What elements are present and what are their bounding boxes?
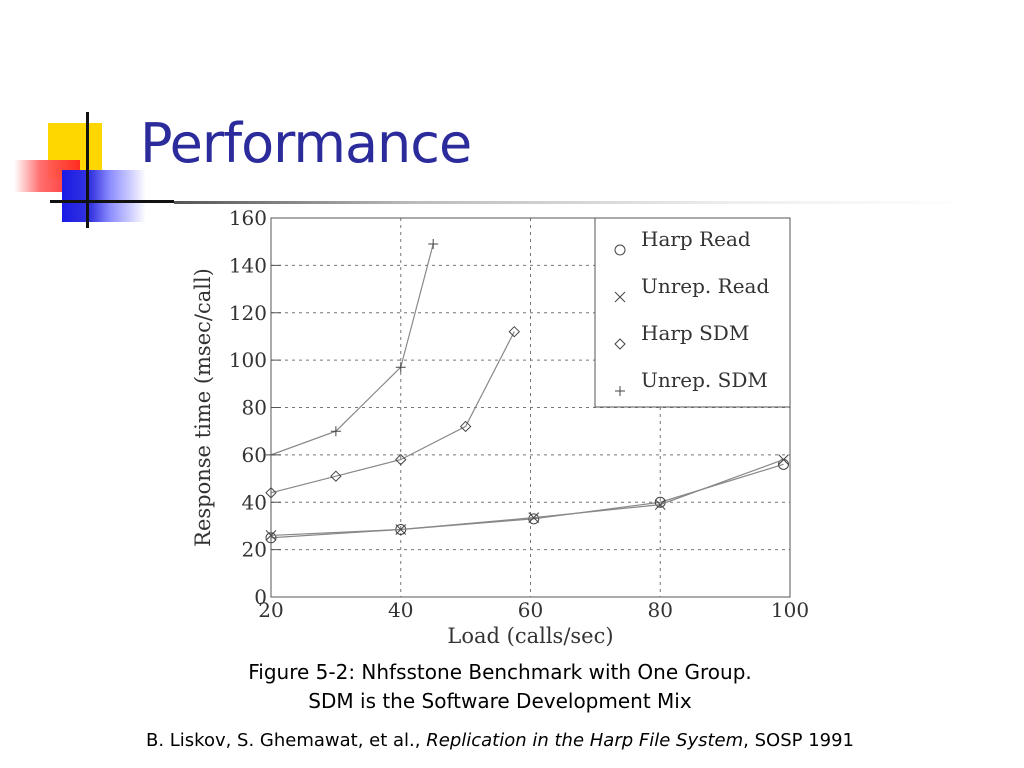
x-tick-label: 60 — [518, 598, 543, 622]
grid-layer — [271, 218, 790, 597]
series-harp-read — [265, 458, 790, 544]
series-harp-sdm — [265, 325, 520, 499]
series-line-unrep-sdm — [270, 243, 434, 456]
series-line-harp-sdm — [270, 331, 515, 494]
legend-marker-unrep-sdm — [615, 386, 625, 396]
legend-label-unrep-sdm: Unrep. SDM — [641, 368, 768, 392]
data-point-unrep-read — [528, 512, 540, 524]
series-unrep-read — [265, 454, 789, 541]
citation: B. Liskov, S. Ghemawat, et al., Replicat… — [0, 730, 1000, 751]
y-tick-label: 120 — [229, 301, 267, 325]
data-point-unrep-sdm — [428, 239, 439, 250]
legend-marker-harp-read — [614, 244, 626, 256]
data-point-unrep-read — [778, 454, 789, 465]
series-line-unrep-read — [270, 459, 784, 537]
decor-vertical-line — [86, 112, 89, 228]
data-point-unrep-sdm — [395, 362, 406, 373]
legend-box — [594, 217, 791, 408]
legend-label-unrep-read: Unrep. Read — [641, 274, 769, 298]
series-unrep-sdm — [266, 239, 439, 460]
data-point-unrep-read — [395, 524, 407, 535]
y-tick-label: 0 — [254, 585, 267, 609]
y-tick-label: 20 — [242, 538, 267, 562]
series-layer — [265, 239, 790, 544]
citation-venue: , SOSP 1991 — [743, 730, 855, 751]
data-point-harp-read — [528, 513, 540, 525]
legend-marker-unrep-read — [614, 291, 626, 303]
y-tick-label: 40 — [242, 490, 267, 514]
legend: Harp Read Unrep. Read Harp SDM Unrep. SDM — [594, 217, 791, 408]
legend-marker-harp-sdm — [614, 338, 626, 350]
citation-work: Replication in the Harp File System — [426, 730, 744, 751]
y-tick-label: 100 — [229, 348, 267, 372]
y-tick-label: 160 — [229, 206, 267, 230]
y-axis-label: Response time (msec/call) — [191, 268, 215, 547]
citation-authors: B. Liskov, S. Ghemawat, et al., — [145, 730, 427, 751]
legend-label-harp-sdm: Harp SDM — [641, 321, 749, 345]
data-point-harp-sdm — [459, 420, 472, 433]
x-tick-label: 80 — [648, 598, 673, 622]
x-tick-label: 20 — [258, 598, 283, 622]
data-point-harp-sdm — [330, 470, 342, 482]
slide-title: Performance — [140, 112, 472, 175]
y-tick-label: 140 — [229, 253, 267, 277]
data-point-harp-sdm — [508, 325, 520, 338]
x-tick-label: 40 — [388, 598, 413, 622]
y-tick-label: 80 — [242, 396, 267, 420]
y-tick-label: 60 — [242, 443, 267, 467]
title-underline-fade — [174, 201, 974, 204]
decor-blue-fade — [110, 170, 146, 222]
figure-caption-line-1: Figure 5-2: Nhfsstone Benchmark with One… — [248, 660, 752, 684]
series-line-harp-read — [270, 463, 784, 539]
data-point-harp-sdm — [395, 453, 407, 466]
data-point-unrep-sdm — [330, 426, 341, 437]
data-point-unrep-read — [654, 499, 666, 510]
decor-horizontal-line — [50, 200, 174, 203]
x-tick-label: 100 — [771, 598, 809, 622]
figure-caption-line-2: SDM is the Software Development Mix — [308, 689, 692, 713]
x-axis-label: Load (calls/sec) — [447, 624, 613, 648]
legend-label-harp-read: Harp Read — [641, 227, 751, 251]
